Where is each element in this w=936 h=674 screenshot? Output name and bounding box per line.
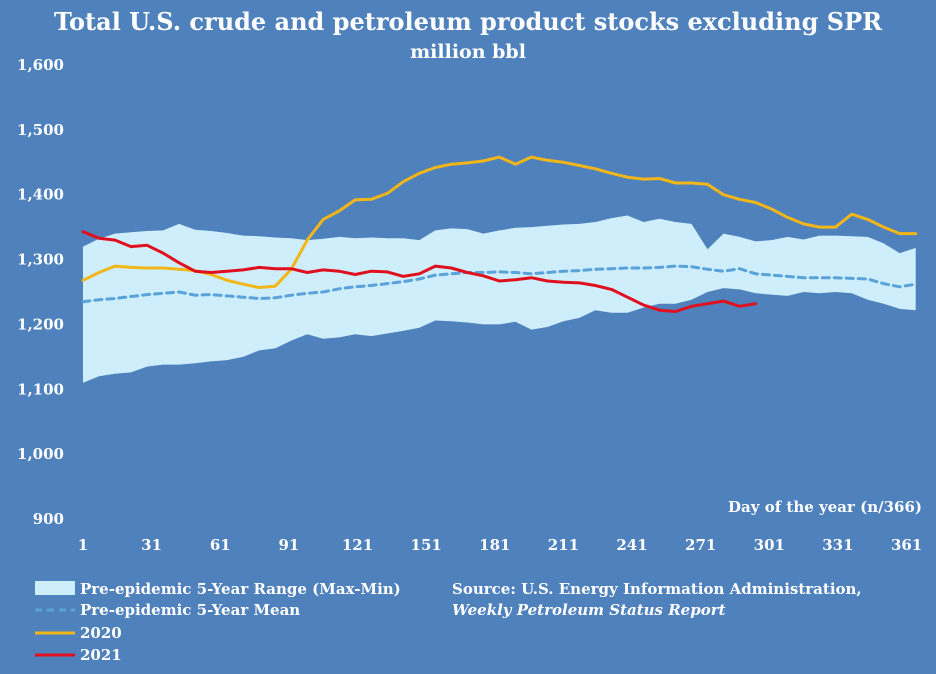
x-tick-label: 301 (754, 536, 785, 554)
y-tick-label: 1,200 (17, 315, 64, 333)
y-tick-label: 1,600 (17, 56, 64, 74)
x-tick-label: 31 (141, 536, 162, 554)
y-tick-label: 1,400 (17, 186, 64, 204)
range-band (83, 215, 916, 383)
y-tick-label: 1,300 (17, 251, 64, 269)
legend: Pre-epidemic 5-Year Range (Max-Min) Pre-… (35, 580, 401, 664)
y-tick-label: 1,500 (17, 121, 64, 139)
x-tick-label: 241 (616, 536, 647, 554)
legend-swatch-range (35, 581, 75, 595)
x-tick-label: 271 (685, 536, 716, 554)
x-tick-label: 211 (548, 536, 579, 554)
x-tick-label: 181 (479, 536, 510, 554)
legend-label-2020: 2020 (80, 624, 122, 642)
x-tick-label: 1 (78, 536, 88, 554)
mean-line (81, 264, 918, 304)
legend-label-mean: Pre-epidemic 5-Year Mean (80, 601, 300, 619)
x-tick-label: 91 (278, 536, 299, 554)
source-line-1: Source: U.S. Energy Information Administ… (452, 580, 862, 598)
line-2020 (81, 155, 918, 289)
x-axis-label: Day of the year (n/366) (728, 498, 922, 516)
legend-label-2021: 2021 (80, 646, 122, 664)
x-tick-label: 61 (210, 536, 231, 554)
x-tick-label: 121 (342, 536, 373, 554)
x-axis-ticks: 1 31 61 91 121 151 181 211 241 271 301 331 361 (78, 536, 922, 554)
legend-label-range: Pre-epidemic 5-Year Range (Max-Min) (80, 580, 401, 598)
x-tick-label: 151 (411, 536, 442, 554)
y-axis-ticks: 900 1,000 1,100 1,200 1,300 1,400 1,500 1,600 (17, 56, 64, 528)
y-tick-label: 1,000 (17, 445, 64, 463)
y-tick-label: 900 (33, 510, 64, 528)
line-2021 (81, 230, 758, 313)
x-tick-label: 331 (822, 536, 853, 554)
source-line-2: Weekly Petroleum Status Report (452, 601, 726, 619)
x-tick-label: 361 (891, 536, 922, 554)
plot-area (81, 155, 918, 383)
chart-title: Total U.S. crude and petroleum product s… (54, 7, 883, 36)
y-tick-label: 1,100 (17, 380, 64, 398)
chart-subtitle: million bbl (410, 41, 526, 63)
